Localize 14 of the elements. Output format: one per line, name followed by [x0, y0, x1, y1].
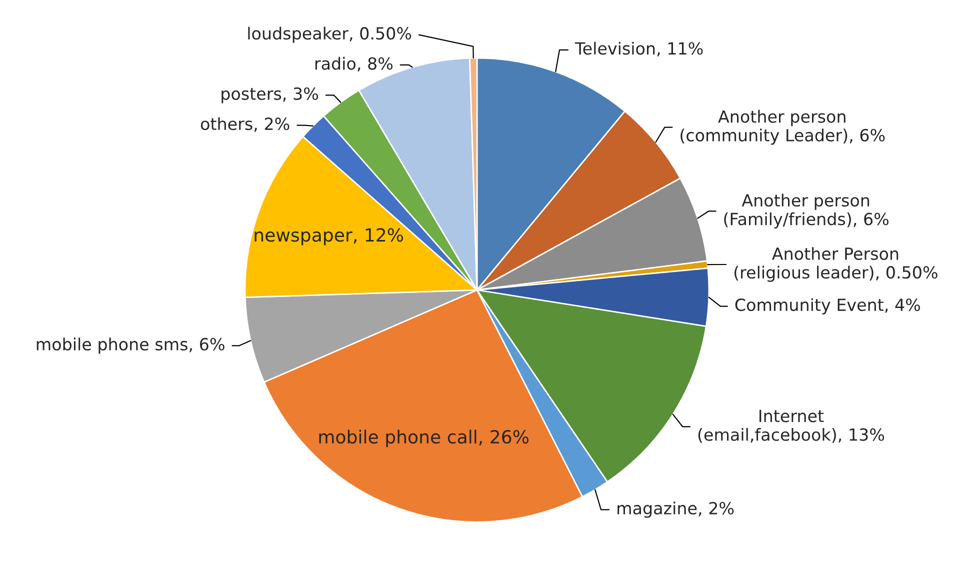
- slice-label: newspaper, 12%: [254, 228, 403, 246]
- slice-label: Another person(community Leader), 6%: [680, 110, 885, 145]
- slice-label: Community Event, 4%: [735, 298, 920, 314]
- slice-label: Television, 11%: [574, 42, 703, 56]
- slice-label: mobile phone sms, 6%: [36, 338, 224, 354]
- slice-label: Another Person(religious leader), 0.50%: [734, 247, 938, 282]
- slice-label: radio, 8%: [315, 56, 393, 72]
- slice-label: others, 2%: [200, 117, 290, 132]
- slice-label: magazine, 2%: [618, 502, 734, 518]
- slice-label: loudspeaker, 0.50%: [248, 26, 412, 43]
- slice-label: Internet(email,facebook), 13%: [698, 410, 884, 443]
- slice-label: posters, 3%: [222, 87, 318, 104]
- slice-label: mobile phone call, 26%: [319, 430, 528, 448]
- slice-label: Another person(Family/friends), 6%: [724, 194, 889, 229]
